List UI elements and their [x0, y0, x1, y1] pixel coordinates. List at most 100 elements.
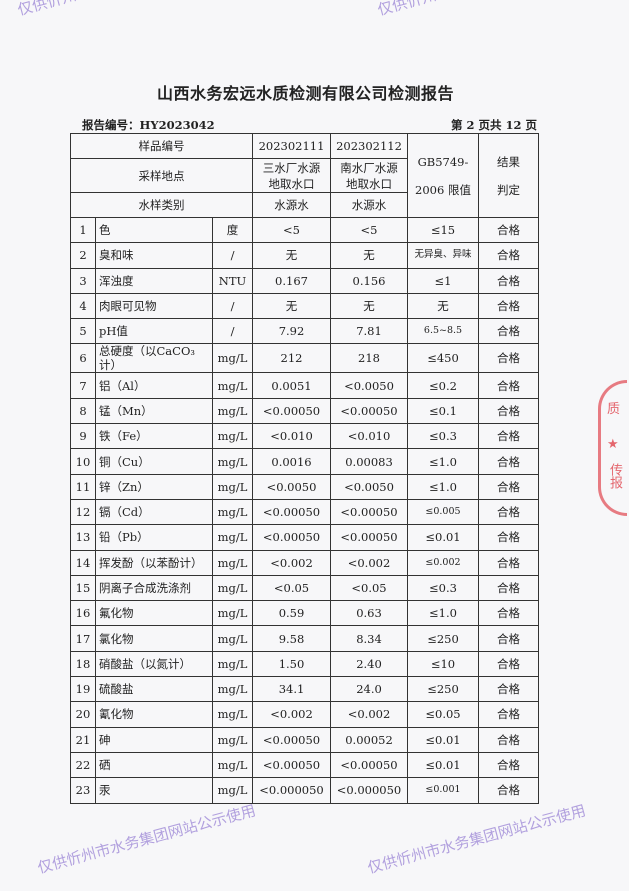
result: 合格 [478, 397, 539, 425]
row-number: 14 [70, 549, 96, 576]
site-label: 采样地点 [70, 158, 253, 193]
value-sample-1: 7.92 [252, 318, 331, 345]
table-row: 23 汞 mg/L <0.000050 <0.000050 ≤0.001 合格 [70, 777, 539, 804]
value-sample-1: <5 [252, 216, 331, 244]
result: 合格 [478, 267, 539, 294]
value-sample-1: <0.00050 [252, 726, 331, 753]
result: 合格 [478, 343, 539, 374]
sample-no: 202302111 [252, 133, 331, 159]
limit-value: ≤0.2 [407, 372, 479, 399]
value-sample-1: 0.0051 [252, 372, 331, 399]
watermark: 仅供忻州市水务集团网站公示使用 [16, 0, 238, 19]
row-number: 12 [70, 498, 96, 526]
table-row: 1 色度 <5 <5 ≤15 合格 [70, 216, 539, 244]
value-sample-1: 0.167 [252, 267, 331, 294]
item-name: 阴离子合成洗涤剂 [95, 574, 213, 602]
limit-value: ≤15 [407, 216, 479, 244]
unit: / [212, 292, 253, 320]
item-name: 铜（Cu） [95, 448, 213, 475]
page-indicator: 第 2 页共 12 页 [450, 118, 537, 132]
limit-value: ≤0.3 [407, 423, 479, 450]
value-sample-2: 0.156 [330, 267, 408, 294]
unit: mg/L [212, 650, 253, 678]
limit-value: ≤0.01 [407, 524, 479, 551]
value-sample-2: <0.00050 [330, 498, 408, 526]
result: 合格 [478, 650, 539, 678]
table-row: 12 镉（Cd） mg/L <0.00050 <0.00050 ≤0.005 合格 [70, 498, 539, 526]
table-row: 6 总硬度（以CaCO₃计） mg/L 212 218 ≤450 合格 [70, 343, 539, 374]
limit-value: 无异臭、异味 [407, 242, 479, 269]
unit: mg/L [212, 524, 253, 551]
item-name: 硒 [95, 751, 213, 779]
value-sample-2: 无 [330, 242, 408, 269]
item-name: 铅（Pb） [95, 524, 213, 551]
sample-type: 水源水 [330, 192, 408, 218]
item-name: 镉（Cd） [95, 498, 213, 526]
value-sample-2: <0.00050 [330, 751, 408, 779]
result: 合格 [478, 726, 539, 753]
value-sample-2: 8.34 [330, 625, 408, 652]
value-sample-1: 0.0016 [252, 448, 331, 475]
value-sample-1: <0.002 [252, 701, 331, 728]
limit-value: ≤1.0 [407, 473, 479, 500]
table-row: 14 挥发酚（以苯酚计） mg/L <0.002 <0.002 ≤0.002 合格 [70, 549, 539, 576]
limit-value: ≤0.05 [407, 701, 479, 728]
value-sample-2: 2.40 [330, 650, 408, 678]
value-sample-2: <0.05 [330, 574, 408, 602]
value-sample-1: <0.010 [252, 423, 331, 450]
value-sample-1: <0.00050 [252, 751, 331, 779]
item-name: 氟化物 [95, 600, 213, 627]
result: 合格 [478, 676, 539, 703]
item-name: 挥发酚（以苯酚计） [95, 549, 213, 576]
row-number: 17 [70, 625, 96, 652]
row-number: 3 [70, 267, 96, 294]
row-number: 23 [70, 777, 96, 804]
value-sample-1: 9.58 [252, 625, 331, 652]
row-number: 9 [70, 423, 96, 450]
sample-no-label: 样品编号 [70, 133, 253, 159]
item-name: 铁（Fe） [95, 423, 213, 450]
item-name: 砷 [95, 726, 213, 753]
limit-value: ≤250 [407, 676, 479, 703]
limit-value: ≤0.002 [407, 549, 479, 576]
table-row: 21 砷 mg/L <0.00050 0.00052 ≤0.01 合格 [70, 726, 539, 753]
table-row: 16 氟化物 mg/L 0.59 0.63 ≤1.0 合格 [70, 600, 539, 627]
result: 合格 [478, 701, 539, 728]
table-row: 18 硝酸盐（以氮计） mg/L 1.50 2.40 ≤10 合格 [70, 650, 539, 678]
result: 合格 [478, 292, 539, 320]
row-number: 2 [70, 242, 96, 269]
unit: mg/L [212, 423, 253, 450]
row-number: 7 [70, 372, 96, 399]
item-name: 浑浊度 [95, 267, 213, 294]
table-row: 13 铅（Pb） mg/L <0.00050 <0.00050 ≤0.01 合格 [70, 524, 539, 551]
value-sample-1: <0.00050 [252, 498, 331, 526]
sample-type: 水源水 [252, 192, 331, 218]
value-sample-2: 0.00083 [330, 448, 408, 475]
limit-value: ≤0.01 [407, 751, 479, 779]
value-sample-1: 34.1 [252, 676, 331, 703]
limit-value: ≤0.3 [407, 574, 479, 602]
item-name: 汞 [95, 777, 213, 804]
row-number: 16 [70, 600, 96, 627]
value-sample-2: <0.0050 [330, 473, 408, 500]
item-name: 铝（Al） [95, 372, 213, 399]
limit-value: ≤10 [407, 650, 479, 678]
value-sample-2: <0.000050 [330, 777, 408, 804]
item-name: 氯化物 [95, 625, 213, 652]
item-name: 色 [95, 216, 213, 244]
test-results-table: 样品编号 202302111 202302112 GB5749-2006 限值 … [70, 133, 539, 804]
row-number: 10 [70, 448, 96, 475]
result: 合格 [478, 625, 539, 652]
unit: mg/L [212, 726, 253, 753]
item-name: 锌（Zn） [95, 473, 213, 500]
value-sample-1: 0.59 [252, 600, 331, 627]
unit: mg/L [212, 701, 253, 728]
result: 合格 [478, 498, 539, 526]
limit-value: ≤0.1 [407, 397, 479, 425]
table-row: 20 氰化物 mg/L <0.002 <0.002 ≤0.05 合格 [70, 701, 539, 728]
item-name: 氰化物 [95, 701, 213, 728]
result: 合格 [478, 423, 539, 450]
unit: mg/L [212, 574, 253, 602]
unit: mg/L [212, 498, 253, 526]
unit: / [212, 318, 253, 345]
